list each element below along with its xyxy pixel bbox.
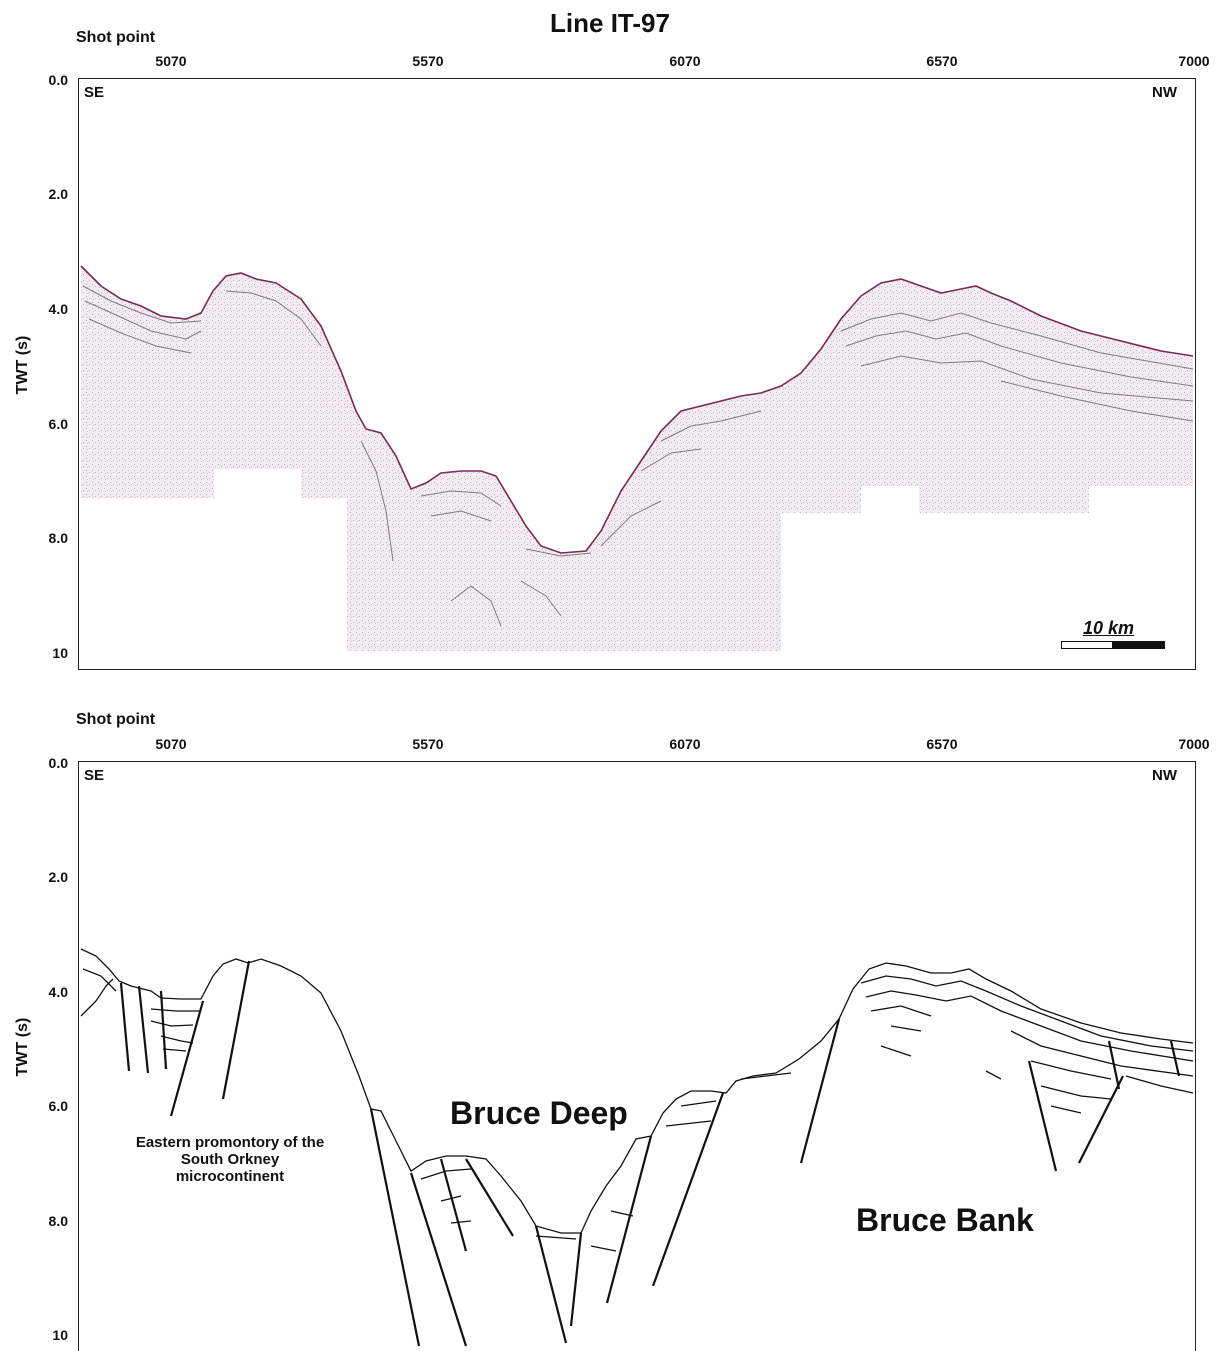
top-y-tick-2: 2.0 (48, 186, 68, 202)
fault-8 (439, 1158, 468, 1252)
top-x-tick-6570: 6570 (926, 53, 958, 69)
bottom-x-tick-7000: 7000 (1178, 736, 1210, 752)
top-x-tick-6070: 6070 (669, 53, 701, 69)
bottom-x-tick-6070: 6070 (669, 736, 701, 752)
top-y-tick-6: 6.0 (48, 416, 68, 432)
top-y-tick-0: 0.0 (48, 72, 68, 88)
interpretation-svg (80, 948, 1194, 1347)
seafloor-line (80, 948, 1194, 1234)
fault-16 (1107, 1040, 1121, 1090)
figure-title: Line IT-97 (550, 8, 670, 38)
top-y-tick-4: 4.0 (48, 301, 68, 317)
promontory-note-line-3: microcontinent (175, 1168, 285, 1185)
promontory-note-line-1: Eastern promontory of the (135, 1134, 325, 1151)
top-y-axis-label: TWT (s) (14, 335, 31, 395)
fault-17 (1078, 1075, 1124, 1164)
bottom-y-axis-label: TWT (s) (14, 1017, 31, 1077)
bruce-deep-label: Bruce Deep (450, 1095, 628, 1131)
scale-bar-label: 10 km (1083, 618, 1135, 638)
top-shot-point-label: Shot point (76, 29, 156, 46)
fault-18 (1169, 1040, 1181, 1077)
bottom-y-tick-2: 2.0 (48, 869, 68, 885)
top-nw-label: NW (1152, 84, 1177, 101)
promontory-note-line-2: South Orkney (180, 1151, 280, 1168)
fault-15 (1027, 1060, 1058, 1172)
bottom-x-tick-5570: 5570 (412, 736, 444, 752)
top-se-label: SE (84, 84, 105, 101)
bottom-nw-label: NW (1152, 767, 1177, 784)
scale-bar-black (1113, 641, 1165, 649)
fault-2 (137, 985, 150, 1074)
fault-5 (221, 960, 251, 1100)
bruce-bank-label: Bruce Bank (856, 1202, 1034, 1238)
fault-11 (569, 1232, 583, 1327)
fault-7 (409, 1172, 468, 1347)
promontory-note: Eastern promontory of the South Orkney m… (100, 1134, 360, 1185)
bottom-x-tick-5070: 5070 (155, 736, 187, 752)
fault-3 (159, 990, 168, 1070)
bottom-x-tick-6570: 6570 (926, 736, 958, 752)
fault-12 (605, 1135, 653, 1304)
seismic-data-body (81, 266, 1193, 651)
top-y-tick-10: 10 (52, 645, 68, 661)
fault-14 (799, 1018, 841, 1164)
bottom-shot-point-label: Shot point (76, 711, 156, 728)
bottom-y-tick-8: 8.0 (48, 1213, 68, 1229)
fault-9 (465, 1158, 514, 1237)
bottom-y-tick-0: 0.0 (48, 755, 68, 771)
top-x-tick-5570: 5570 (412, 53, 444, 69)
top-seismic-panel (78, 78, 1196, 670)
seafloor-reflector-top (80, 265, 1194, 554)
fault-1 (119, 982, 131, 1072)
top-x-tick-5070: 5070 (155, 53, 187, 69)
bottom-y-tick-10: 10 (52, 1327, 68, 1343)
seismic-section-svg (80, 265, 1194, 651)
fault-4 (169, 1000, 205, 1117)
fault-10 (534, 1225, 568, 1344)
fault-6 (369, 1108, 421, 1347)
top-y-tick-8: 8.0 (48, 530, 68, 546)
bottom-se-label: SE (84, 767, 105, 784)
bottom-y-tick-6: 6.0 (48, 1098, 68, 1114)
top-x-tick-7000: 7000 (1178, 53, 1210, 69)
bottom-y-tick-4: 4.0 (48, 984, 68, 1000)
scale-bar-white (1061, 641, 1113, 649)
fault-13 (651, 1092, 725, 1287)
bottom-interpretation-panel (78, 761, 1196, 1351)
